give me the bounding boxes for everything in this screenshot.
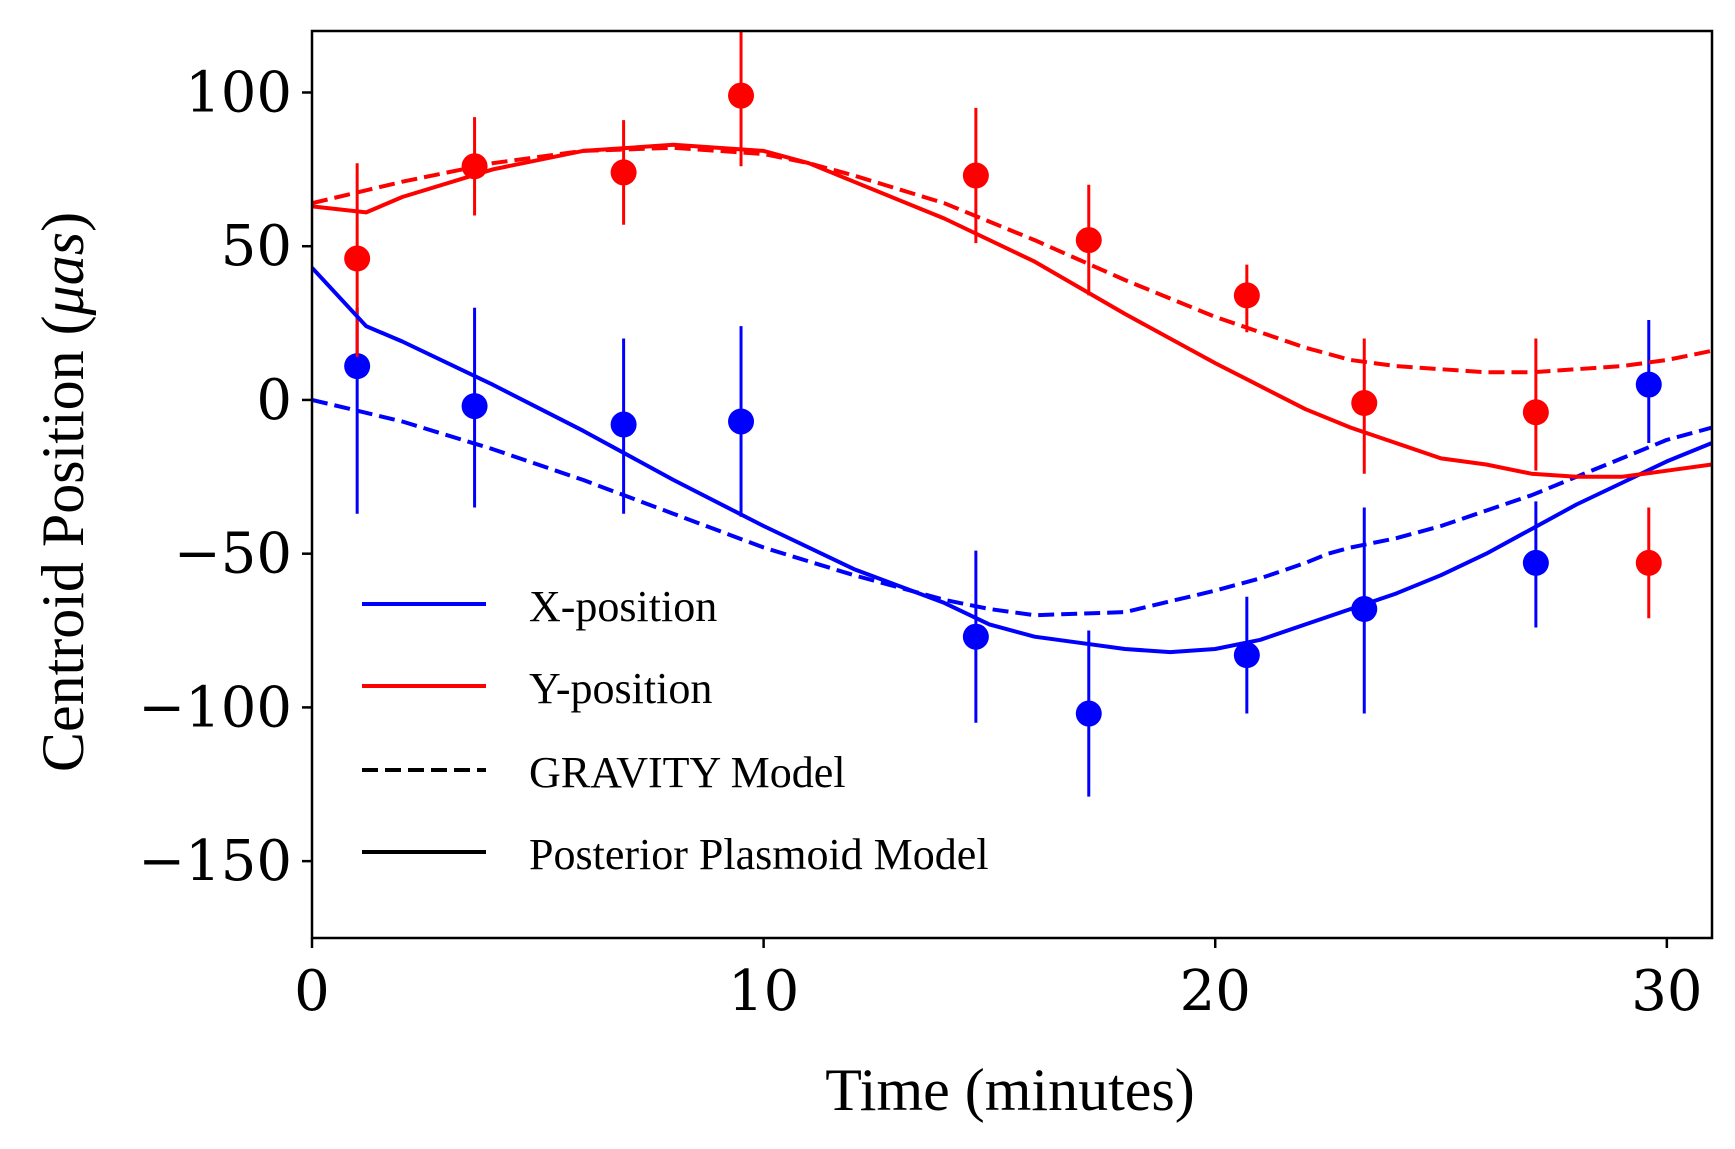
data-point-x-position-data-0: [344, 353, 371, 380]
data-point-y-position-data-8: [1522, 399, 1549, 426]
y-tick-label-100: 100: [185, 60, 292, 125]
y-tick-label--50: −50: [174, 522, 292, 587]
series-y-gravity-model: [312, 145, 1712, 375]
y-axis-title: Centroid Position (μas): [30, 212, 96, 772]
y-tick-label-0: 0: [256, 368, 292, 433]
legend-label-x-position: X-position: [529, 582, 717, 631]
legend-label-gravity-model: GRAVITY Model: [529, 748, 846, 797]
data-point-y-position-data-0: [344, 245, 371, 272]
legend-label-posterior-plasmoid-model: Posterior Plasmoid Model: [529, 830, 989, 879]
y-tick-label-50: 50: [221, 214, 292, 279]
data-point-x-position-data-8: [1522, 549, 1549, 576]
data-point-y-position-data-6: [1233, 282, 1260, 309]
series-x-posterior-plasmoid-model: [312, 266, 1712, 655]
series-y-position-data: [344, 31, 1662, 619]
series-y-posterior-plasmoid-model: [312, 142, 1712, 479]
data-point-x-position-data-6: [1233, 642, 1260, 669]
data-point-x-position-data-9: [1635, 371, 1662, 398]
series-x-position-data: [344, 307, 1662, 797]
data-point-x-position-data-4: [962, 623, 989, 650]
legend-entry-gravity-model: GRAVITY Model: [362, 748, 846, 797]
legend-entry-x-position: X-position: [362, 582, 717, 631]
series-line-x-posterior-plasmoid-model: [312, 266, 1712, 655]
data-point-y-position-data-7: [1351, 390, 1378, 417]
data-point-y-position-data-4: [962, 162, 989, 189]
series-line-y-posterior-plasmoid-model: [312, 142, 1712, 479]
y-axis-title-prefix: Centroid Position (: [30, 315, 96, 772]
data-point-x-position-data-1: [461, 393, 488, 420]
x-tick-label-30: 30: [1631, 959, 1702, 1024]
legend-entry-posterior-plasmoid-model: Posterior Plasmoid Model: [362, 830, 989, 879]
data-point-y-position-data-5: [1075, 227, 1102, 254]
data-point-y-position-data-3: [728, 82, 755, 109]
data-point-x-position-data-2: [610, 411, 637, 438]
series-layer: [312, 31, 1712, 797]
ticks-layer: 0 10 20 30 100 50 0 −50 −100 −150: [138, 60, 1702, 1024]
data-point-y-position-data-9: [1635, 549, 1662, 576]
legend: X-position Y-position GRAVITY Model Post…: [362, 582, 989, 879]
x-axis-title: Time (minutes): [825, 1057, 1194, 1123]
y-tick-label--100: −100: [138, 675, 292, 740]
series-x-gravity-model: [312, 397, 1712, 618]
plot-area: 0 10 20 30 100 50 0 −50 −100 −150: [138, 29, 1714, 1024]
plot-frame: [310, 29, 1714, 940]
data-point-x-position-data-5: [1075, 700, 1102, 727]
legend-entry-y-position: Y-position: [362, 664, 712, 713]
x-tick-label-0: 0: [294, 959, 330, 1024]
legend-label-y-position: Y-position: [529, 664, 712, 713]
y-axis-title-unit: μas: [30, 232, 96, 316]
y-tick-label--150: −150: [138, 829, 292, 894]
data-point-x-position-data-3: [728, 408, 755, 435]
series-line-x-gravity-model: [312, 397, 1712, 618]
x-tick-label-20: 20: [1180, 959, 1251, 1024]
x-tick-label-10: 10: [728, 959, 799, 1024]
series-line-y-gravity-model: [312, 145, 1712, 375]
data-point-y-position-data-2: [610, 159, 637, 186]
y-axis-title-suffix: ): [30, 212, 96, 232]
